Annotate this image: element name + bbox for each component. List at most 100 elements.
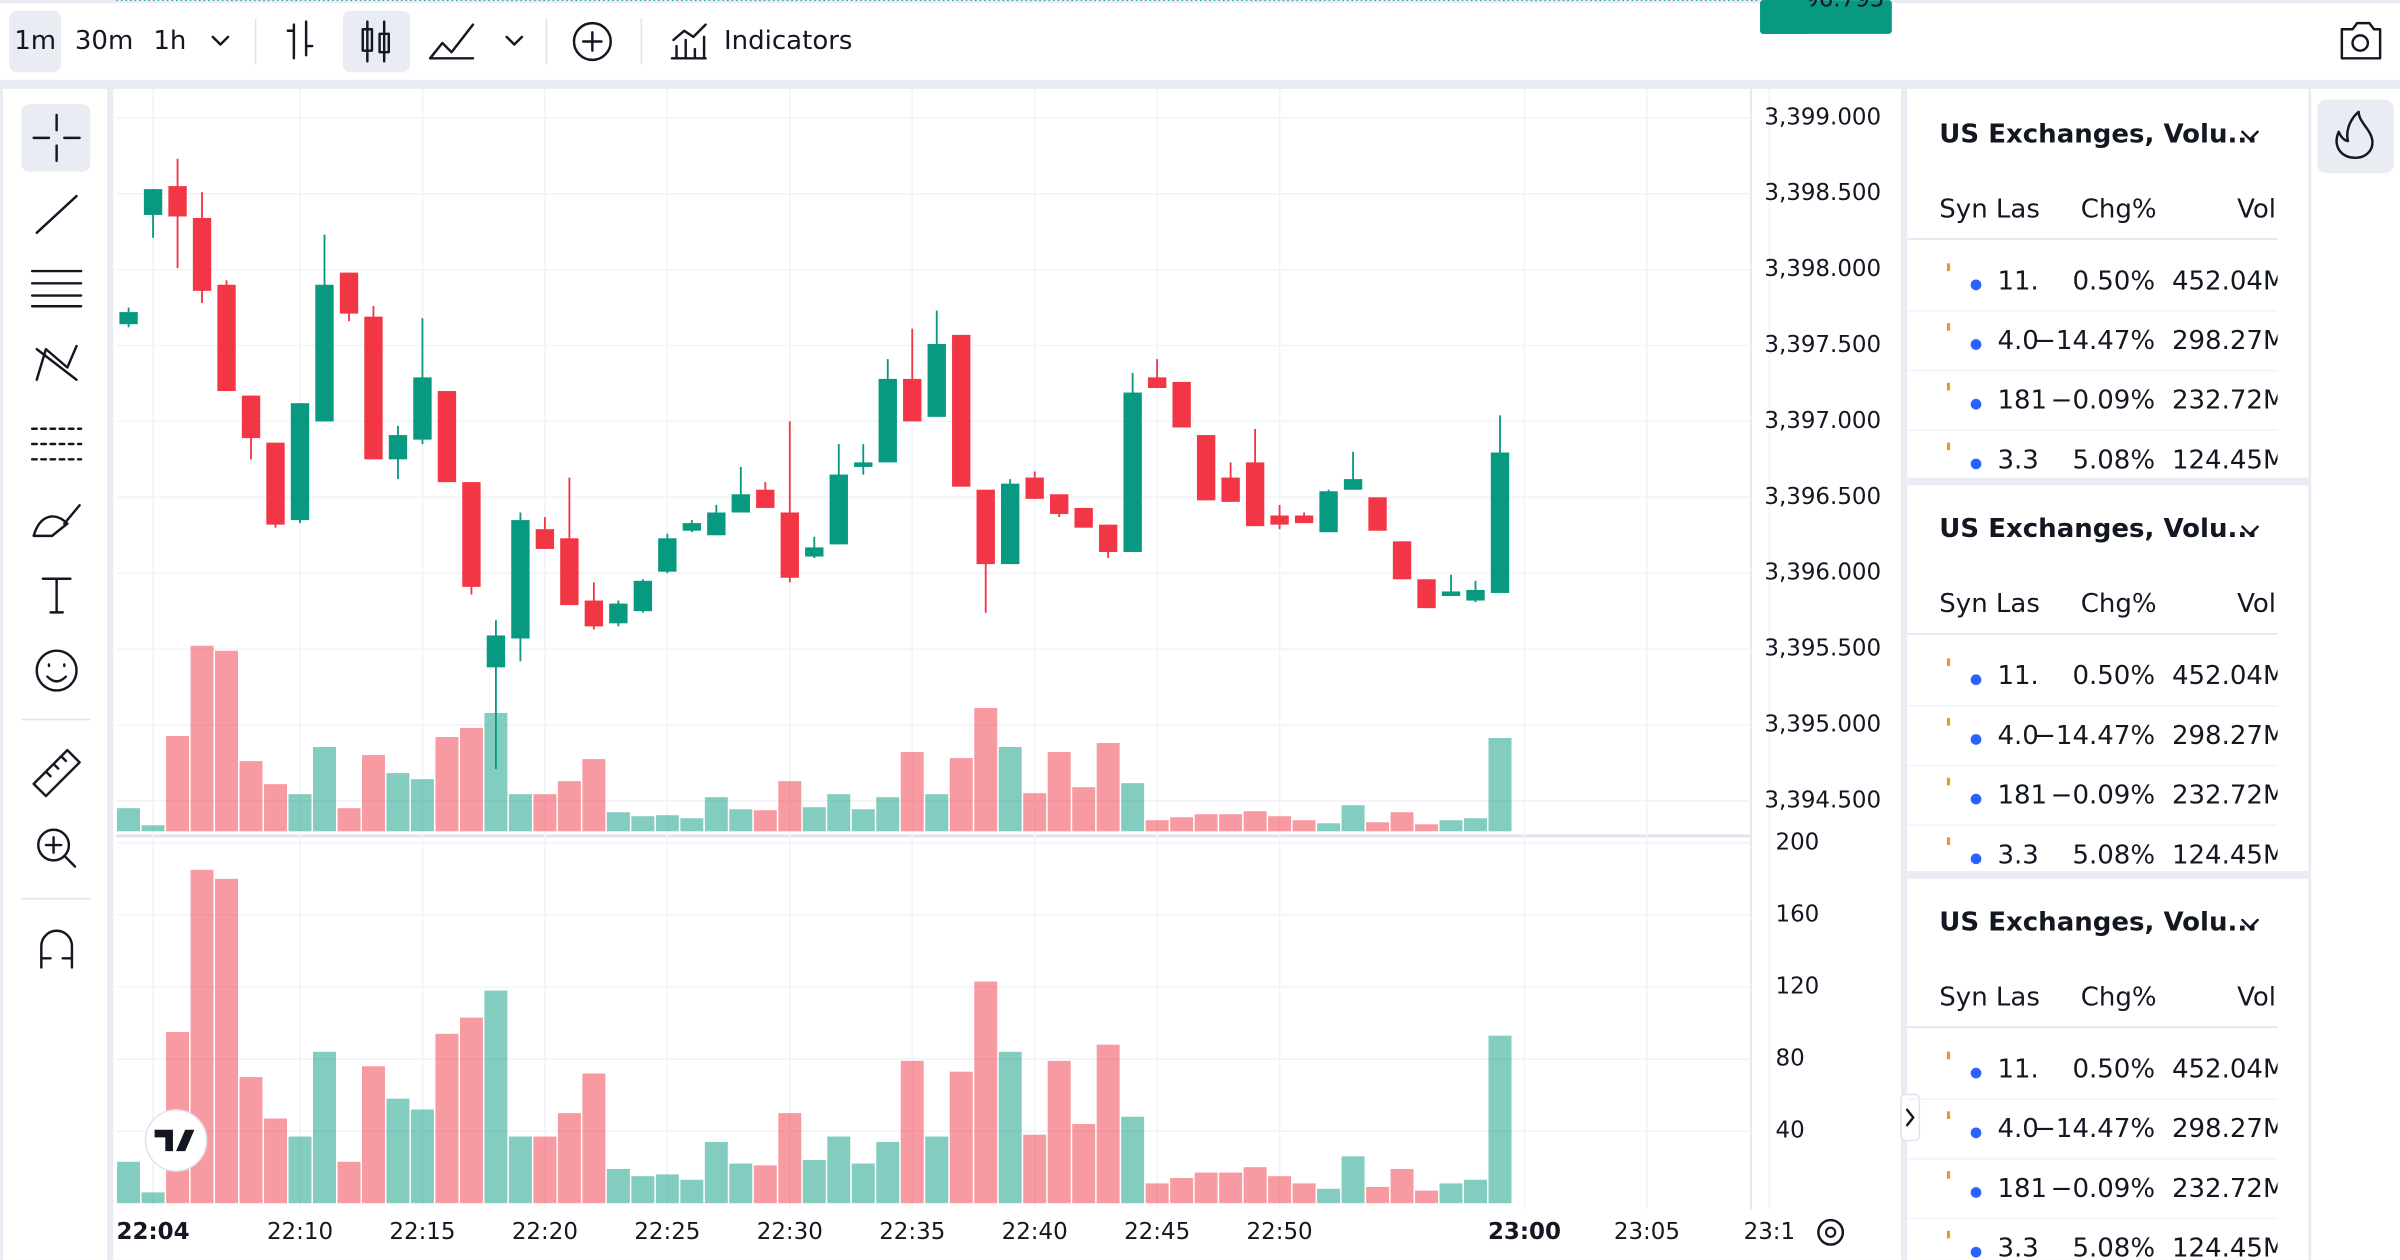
candle-body (1294, 515, 1314, 524)
volume-bar (386, 1098, 410, 1204)
hotlist-button[interactable] (2317, 99, 2394, 174)
column-header[interactable]: Las (1996, 983, 2040, 1013)
volume-bar (508, 1136, 532, 1204)
watchlists: US Exchanges, Volu... Syn Las Chg% Vol 11. 0.5… (1907, 119, 2309, 1260)
column-header[interactable]: Syn (1939, 589, 1987, 619)
watchlist-title[interactable]: US Exchanges, Volu... (1939, 514, 2257, 544)
volume-bar (778, 1113, 802, 1204)
ruler-tool[interactable] (32, 748, 81, 798)
volume: 232.72M (2172, 386, 2285, 416)
tool-active-bg (21, 104, 91, 172)
status-dot (1970, 734, 1982, 745)
toolbar: 1m 30m 1h Indicators (9, 10, 2382, 73)
volume-tick-label: 80 (1776, 1046, 1805, 1072)
x-tick-label: 22:45 (1124, 1219, 1190, 1245)
last-price: 4.0 (1997, 326, 2038, 356)
volume-bar (778, 781, 802, 832)
volume-bar (1194, 1172, 1218, 1204)
trendline-tool[interactable] (35, 194, 78, 235)
status-dot (1970, 279, 1982, 291)
candle-body (290, 403, 310, 521)
x-tick-label: 22:40 (1002, 1219, 1068, 1245)
logo[interactable] (144, 1109, 208, 1172)
candle-body (829, 474, 848, 545)
interval-button[interactable]: 1h (153, 26, 186, 56)
candle-body (878, 378, 897, 463)
volume-bar (484, 712, 508, 832)
volume-bar (1145, 1183, 1169, 1204)
camera-icon[interactable] (2340, 21, 2382, 60)
x-tick-label: 23:05 (1614, 1219, 1680, 1245)
column-header[interactable]: Vol (2237, 983, 2276, 1013)
interval-button[interactable]: 1m (14, 26, 56, 56)
column-header[interactable]: Las (1996, 194, 2040, 224)
volume-bar (1047, 752, 1071, 832)
zoom-tool[interactable] (37, 828, 71, 862)
dropdown-icon[interactable] (2241, 918, 2259, 929)
brush-tool[interactable] (32, 504, 81, 538)
volume-bar (998, 747, 1022, 832)
candles-icon[interactable] (361, 20, 390, 63)
candle-body (1001, 483, 1020, 565)
dropdown-icon[interactable] (505, 35, 524, 46)
compare-icon[interactable] (572, 21, 612, 62)
volume-bar (1072, 1123, 1096, 1204)
watchlist-divider (1907, 871, 2309, 879)
watchlist-title[interactable]: US Exchanges, Volu... (1939, 119, 2257, 149)
candle-body (1221, 477, 1240, 502)
area-icon[interactable] (428, 23, 475, 60)
indicators-icon[interactable] (670, 23, 707, 60)
settings-icon[interactable] (1817, 1218, 1845, 1246)
crosshair-tool[interactable] (32, 113, 81, 163)
dropdown-icon[interactable] (2241, 525, 2259, 536)
volume-bar (166, 736, 190, 832)
pattern-tool[interactable] (35, 344, 78, 381)
projection-tool[interactable] (30, 427, 83, 461)
candle-body (1050, 494, 1069, 515)
volume: 452.04M (2172, 1055, 2285, 1085)
column-header[interactable]: Chg% (2081, 194, 2157, 224)
emoji-face (46, 663, 68, 683)
volume-bar (1096, 743, 1120, 832)
candle-body (486, 635, 506, 668)
watchlist-title[interactable]: US Exchanges, Volu... (1939, 908, 2257, 938)
volume: 452.04M (2172, 661, 2285, 691)
candle-body (560, 538, 579, 606)
volume-bar (313, 1051, 336, 1204)
interval-button[interactable]: 30m (75, 26, 133, 56)
dropdown-icon[interactable] (211, 35, 230, 46)
volume-bar (215, 878, 239, 1204)
candle-body (1196, 435, 1216, 501)
column-header[interactable]: Chg% (2081, 589, 2157, 619)
column-header[interactable]: Vol (2237, 589, 2276, 619)
emoji-tool[interactable] (35, 649, 78, 692)
fib-tool[interactable] (30, 269, 83, 308)
camera-lens (2351, 34, 2370, 52)
volume-bar (925, 794, 949, 832)
column-header[interactable]: Las (1996, 589, 2040, 619)
magnet-tool[interactable] (40, 929, 74, 969)
candle-body (1466, 589, 1485, 601)
volume-bar (851, 809, 875, 832)
volume-bar (606, 1168, 630, 1204)
volume: 124.45M (2172, 840, 2285, 870)
candle-body (1098, 524, 1118, 552)
text-tool[interactable] (41, 577, 72, 614)
candle-body (1270, 515, 1289, 525)
volume-bar (655, 815, 679, 832)
volume-bar (1096, 1044, 1120, 1204)
volume-bar (1268, 1176, 1292, 1204)
indicators-button[interactable]: Indicators (724, 26, 853, 56)
x-tick-label: 22:20 (512, 1219, 578, 1245)
dropdown-icon[interactable] (2241, 130, 2259, 141)
column-header[interactable]: Chg% (2081, 983, 2157, 1013)
collapse-button[interactable] (1900, 1093, 1921, 1142)
column-header[interactable]: Vol (2237, 194, 2276, 224)
change-percent: 5.08% (2072, 445, 2155, 475)
candle-body (731, 494, 750, 513)
x-tick-label: 22:15 (389, 1219, 455, 1245)
column-header[interactable]: Syn (1939, 983, 1987, 1013)
column-header[interactable]: Syn (1939, 194, 1987, 224)
bars-icon[interactable] (286, 20, 314, 60)
volume-bar (949, 758, 973, 832)
